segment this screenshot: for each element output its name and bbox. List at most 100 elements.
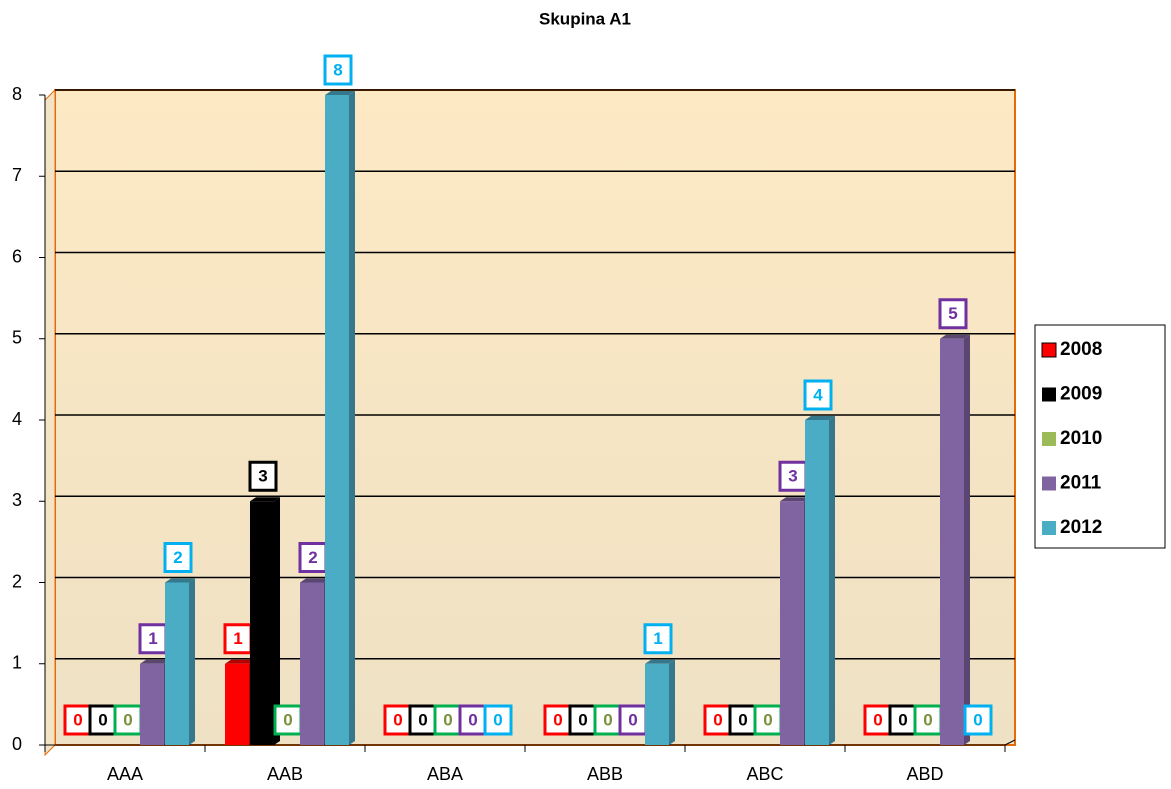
data-label-box	[408, 704, 438, 736]
x-tick-label: ABC	[746, 764, 783, 784]
bar	[805, 420, 829, 745]
bar	[645, 663, 669, 745]
plot-area	[54, 89, 1016, 746]
data-label: 2	[308, 548, 317, 567]
legend-label: 2008	[1060, 339, 1102, 360]
data-label: 8	[333, 60, 342, 79]
data-label: 0	[898, 710, 907, 729]
data-label: 0	[713, 710, 722, 729]
y-tick-label: 4	[12, 409, 22, 429]
bar	[940, 338, 964, 745]
data-label: 0	[393, 710, 402, 729]
legend-label: 2010	[1060, 428, 1102, 449]
bar	[780, 501, 804, 745]
data-label-box	[483, 704, 513, 736]
y-tick-label: 2	[12, 571, 22, 591]
y-tick-label: 7	[12, 165, 22, 185]
bar-top	[325, 91, 355, 95]
data-label: 2	[173, 548, 182, 567]
bar-top	[780, 497, 810, 502]
x-tick-label: ABA	[427, 764, 463, 784]
data-label: 0	[923, 710, 932, 729]
data-label: 0	[763, 710, 772, 729]
legend-swatch	[1042, 432, 1056, 446]
x-tick-label: ABD	[906, 764, 943, 784]
bar	[165, 582, 189, 745]
bar-top	[940, 334, 970, 339]
legend-swatch	[1041, 342, 1057, 358]
bar	[250, 501, 274, 745]
data-label: 3	[258, 467, 267, 486]
bar-top	[250, 497, 280, 502]
bar-side	[669, 659, 675, 745]
y-tick-label: 3	[12, 490, 22, 510]
bar-top	[165, 578, 195, 583]
y-tick-label: 8	[12, 84, 22, 104]
data-label-box	[223, 623, 253, 655]
data-label: 0	[873, 710, 882, 729]
legend-label: 2012	[1060, 517, 1102, 538]
legend-swatch	[1042, 521, 1056, 535]
data-label: 1	[233, 629, 242, 648]
data-label: 0	[443, 710, 452, 729]
data-label-box	[323, 54, 353, 86]
x-tick-label: AAB	[267, 764, 303, 784]
chart-title: Skupina A1	[539, 9, 631, 28]
data-label: 0	[738, 710, 747, 729]
y-tick-label: 0	[12, 734, 22, 754]
legend-swatch	[1042, 476, 1056, 491]
plot-wall	[44, 88, 56, 757]
bar-side	[964, 334, 970, 745]
bar	[140, 663, 164, 745]
legend-swatch	[1042, 387, 1056, 402]
data-label: 0	[123, 710, 132, 729]
data-label-box	[248, 460, 278, 492]
data-label: 1	[653, 629, 662, 648]
bar-top	[645, 659, 675, 664]
y-tick-label: 1	[12, 653, 22, 673]
data-label-box	[568, 704, 598, 736]
data-label: 4	[813, 385, 823, 404]
legend-label: 2011	[1060, 473, 1102, 494]
data-label: 1	[148, 629, 157, 648]
legend-label: 2009	[1060, 384, 1102, 405]
data-label: 0	[628, 710, 637, 729]
data-label-box	[803, 379, 833, 411]
x-axis-back	[1004, 739, 1016, 746]
x-tick-label: AAA	[107, 764, 143, 784]
data-label: 0	[73, 710, 82, 729]
data-label: 0	[418, 710, 427, 729]
data-label-box	[963, 704, 993, 736]
data-label: 0	[98, 710, 107, 729]
x-tick-label: ABB	[587, 764, 623, 784]
data-label-box	[138, 623, 168, 655]
bar-top	[300, 578, 330, 583]
data-label-box	[728, 704, 758, 736]
data-label: 0	[468, 710, 477, 729]
data-label: 0	[973, 710, 982, 729]
bar-side	[829, 416, 835, 745]
bar-top	[225, 659, 255, 664]
y-tick-label: 6	[12, 246, 22, 266]
data-label-box	[888, 704, 918, 736]
data-label: 3	[788, 467, 797, 486]
data-label: 0	[553, 710, 562, 729]
legend	[1034, 324, 1166, 549]
bar-side	[274, 497, 280, 745]
data-label-box	[938, 298, 968, 330]
bar	[325, 95, 349, 745]
data-label: 5	[948, 304, 957, 323]
bar-top	[140, 659, 170, 664]
bar	[300, 582, 324, 745]
data-label-box	[163, 542, 193, 573]
bar-top	[805, 416, 835, 420]
data-label: 0	[603, 710, 612, 729]
data-label: 0	[578, 710, 587, 729]
bar-side	[349, 91, 355, 745]
bar-side	[189, 578, 195, 745]
bar	[225, 663, 249, 745]
data-label-box	[643, 623, 673, 655]
y-tick-label: 5	[12, 328, 22, 348]
data-label: 0	[283, 710, 292, 729]
data-label: 0	[493, 710, 502, 729]
